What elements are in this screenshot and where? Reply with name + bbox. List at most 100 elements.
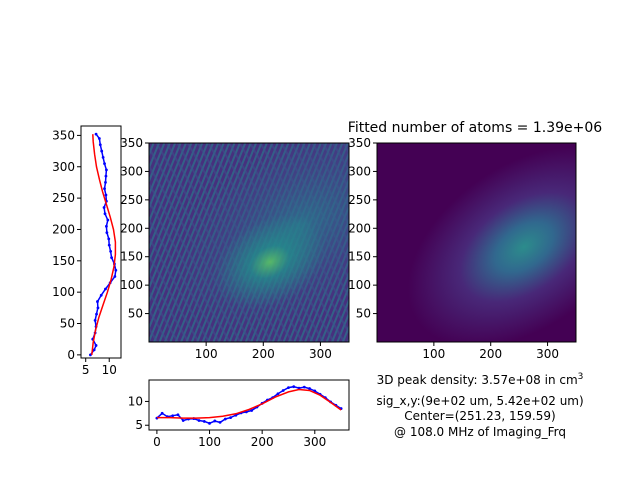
- data-point: [104, 287, 107, 291]
- peak-density-exponent: 3: [577, 372, 584, 382]
- data-point: [202, 420, 206, 423]
- data-point: [103, 187, 106, 191]
- x-tick-label: 200: [252, 347, 275, 361]
- data-point: [113, 275, 117, 278]
- raw-image-frame: [148, 142, 350, 343]
- x-tick-label: 200: [251, 435, 274, 449]
- y-tick-label: 0: [67, 348, 75, 362]
- data-point: [92, 348, 96, 352]
- y-tick-label: 350: [120, 136, 143, 150]
- data-point: [104, 174, 108, 178]
- y-tick-label: 250: [52, 191, 75, 205]
- x-tick-label: 5: [82, 363, 90, 377]
- y-tick-label: 50: [128, 307, 143, 321]
- y-tick-label: 200: [348, 221, 371, 235]
- y-tick-label: 10: [128, 394, 143, 408]
- peak-density-text: 3D peak density: 3.57e+08 in cm3: [330, 372, 630, 387]
- y-tick-label: 200: [120, 221, 143, 235]
- data-point: [110, 256, 113, 260]
- x-profile-plot: 0 100 200 300 5 10: [128, 379, 350, 449]
- x-tick-label: 0: [153, 435, 161, 449]
- data-point: [276, 392, 280, 396]
- y-tick-label: 150: [52, 254, 75, 268]
- y-tick-label: 100: [120, 278, 143, 292]
- data-point: [176, 413, 180, 417]
- x-tick-label: 300: [303, 435, 326, 449]
- data-point: [208, 421, 211, 425]
- y-tick-label: 300: [348, 164, 371, 178]
- fit-image-ticks: 100 200 300 50 100 150 200 250 300 350: [348, 136, 559, 361]
- data-point: [89, 353, 92, 357]
- raw-image-ticks: 100 200 300 50 100 150 200 250 300 350: [120, 136, 332, 361]
- y-tick-label: 150: [120, 250, 143, 264]
- y-tick-label: 350: [52, 128, 75, 142]
- data-point: [281, 389, 285, 392]
- y-tick-label: 100: [52, 285, 75, 299]
- data-point: [197, 419, 201, 422]
- y-tick-label: 350: [348, 136, 371, 150]
- data-point: [160, 411, 164, 415]
- fit-image-frame: [376, 142, 577, 343]
- imaging-frequency-text: @ 108.0 MHz of Imaging_Frq: [394, 425, 566, 439]
- data-point: [250, 409, 254, 412]
- x-profile-fit-line: [156, 388, 342, 419]
- y-tick-label: 50: [356, 307, 371, 321]
- x-tick-label: 100: [422, 347, 445, 361]
- raw-image-bright-spot: [149, 143, 349, 342]
- data-point: [95, 312, 98, 316]
- data-point: [105, 231, 109, 234]
- data-point: [103, 212, 107, 216]
- y-tick-label: 100: [348, 278, 371, 292]
- data-point: [302, 385, 306, 389]
- data-point: [308, 387, 311, 390]
- data-point: [213, 419, 217, 423]
- x-tick-label: 300: [309, 347, 332, 361]
- data-point: [171, 414, 175, 418]
- data-point: [94, 344, 98, 347]
- x-tick-label: 10: [102, 363, 117, 377]
- x-tick-label: 200: [479, 347, 502, 361]
- y-profile-fit-line: [91, 134, 117, 355]
- raw-image-heatmap: 100 200 300 50 100 150 200 250 300 350: [120, 136, 350, 361]
- y-tick-label: 200: [52, 222, 75, 236]
- data-point: [105, 168, 108, 172]
- data-point: [101, 155, 105, 159]
- data-point: [100, 149, 104, 153]
- data-point: [93, 318, 97, 322]
- fit-image-surface: [377, 143, 576, 342]
- fit-image-title: Fitted number of atoms = 1.39e+06: [347, 120, 603, 136]
- data-point: [98, 143, 102, 147]
- peak-density-label: 3D peak density: 3.57e+08 in cm: [376, 373, 578, 387]
- data-point: [105, 224, 108, 228]
- data-point: [107, 243, 111, 247]
- data-point: [313, 389, 317, 393]
- data-point: [114, 268, 118, 272]
- x-profile-ticks: 0 100 200 300 5 10: [128, 394, 327, 449]
- y-tick-label: 150: [348, 250, 371, 264]
- y-tick-label: 250: [348, 193, 371, 207]
- data-point: [181, 419, 185, 422]
- x-tick-label: 100: [195, 347, 218, 361]
- data-point: [292, 385, 296, 389]
- y-tick-label: 300: [52, 160, 75, 174]
- data-point: [103, 162, 106, 166]
- data-point: [102, 206, 106, 209]
- data-point: [297, 386, 301, 390]
- fit-image-heatmap: 100 200 300 50 100 150 200 250 300 350: [348, 136, 577, 361]
- data-point: [104, 181, 107, 184]
- data-point: [229, 416, 232, 420]
- data-point: [96, 306, 100, 310]
- data-point: [99, 293, 103, 297]
- data-point: [106, 218, 110, 222]
- y-tick-label: 5: [135, 418, 143, 432]
- y-profile-frame: [80, 125, 122, 359]
- x-profile-frame: [148, 379, 350, 431]
- data-point: [107, 237, 111, 241]
- data-point: [97, 137, 101, 140]
- x-tick-label: 300: [536, 347, 559, 361]
- y-tick-label: 250: [120, 193, 143, 207]
- data-point: [218, 420, 222, 424]
